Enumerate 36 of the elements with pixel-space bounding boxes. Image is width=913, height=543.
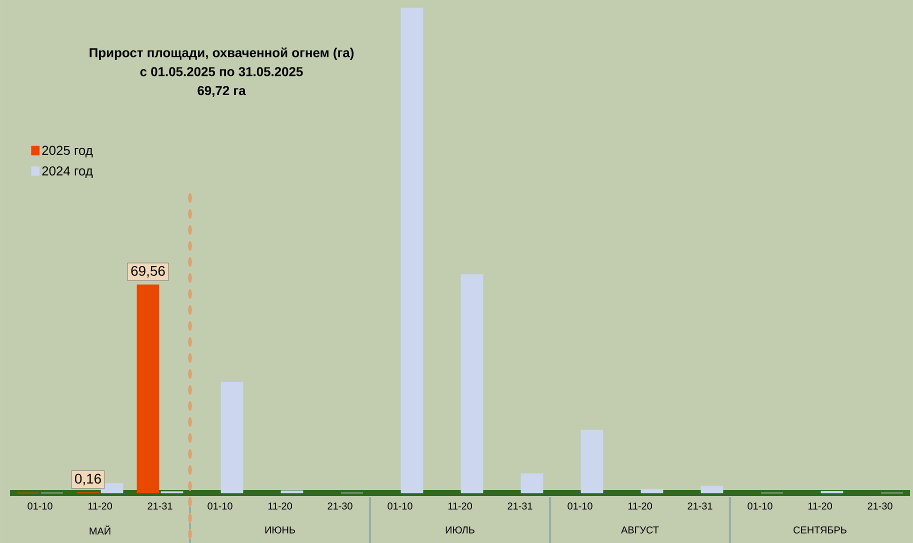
x-tick-label: 11-20 [88,502,112,510]
x-tick-label: 01-10 [28,502,52,510]
x-tick-label: 11-20 [808,502,832,510]
x-tick-label: 21-30 [868,502,892,510]
x-tick-label: 21-31 [148,502,172,510]
text: с 01.05.2025 по 31.05.2025 [140,66,303,76]
text: МАЙ [90,525,110,534]
legend-label: 2025 год [42,146,93,158]
x-tick-label: 11-20 [268,502,292,510]
x-tick-label: 01-10 [748,502,772,510]
x-tick-label: 01-10 [568,502,592,510]
text: ИЮНЬ [265,526,295,534]
bar [580,430,604,493]
annotation: 69,72 га [198,86,246,97]
data-label: 69,56 [131,266,165,278]
text: СЕНТЯБРЬ [794,526,846,534]
legend-label: 2024 год [42,166,93,178]
bar [220,382,244,493]
data-label: 0,16 [74,474,101,486]
bar [280,490,304,493]
text: АВГУСТ [621,526,659,534]
text: ИЮЛЬ [446,526,474,534]
bar [700,486,724,493]
x-tick-label: 01-10 [388,502,412,510]
bar [400,8,424,493]
x-tick-label: 01-10 [208,502,232,510]
x-tick-label: 11-20 [628,502,652,510]
x-tick-label: 21-30 [328,502,352,510]
bar [520,473,544,493]
x-tick-label: 11-20 [448,502,472,510]
bar [136,284,160,493]
bar [640,488,664,493]
text: Прирост площади, охваченной огнем (га) [90,47,354,60]
bar [460,274,484,493]
x-tick-label: 21-31 [508,502,532,510]
x-tick-label: 21-31 [688,502,712,510]
